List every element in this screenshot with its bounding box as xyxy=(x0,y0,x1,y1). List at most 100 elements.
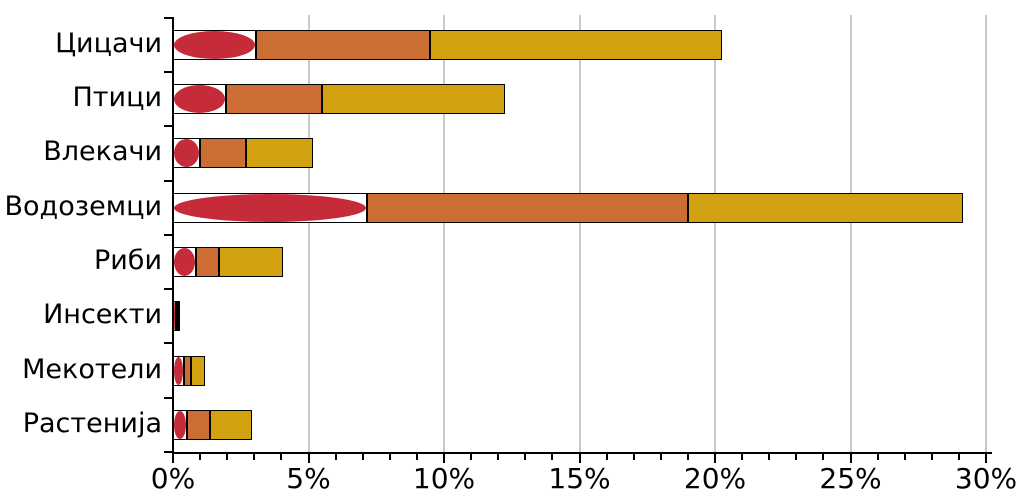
red-ellipse-marker xyxy=(174,139,200,168)
x-axis-minor-tick xyxy=(415,454,418,460)
critically-threatened-red-ellipse xyxy=(173,138,201,169)
x-axis-major-tick xyxy=(307,454,310,463)
x-axis-minor-tick xyxy=(199,454,202,460)
y-axis-tick xyxy=(164,342,172,345)
x-tick-label: 10% xyxy=(412,462,476,495)
category-label: Цицачи xyxy=(55,27,162,59)
x-axis-major-tick xyxy=(985,454,987,463)
y-axis-tick xyxy=(164,396,172,399)
bar-row xyxy=(173,355,206,386)
x-axis-minor-tick xyxy=(226,454,229,460)
critically-threatened-red-ellipse xyxy=(173,409,187,440)
y-axis-tick xyxy=(164,288,172,291)
major-gridline xyxy=(578,15,581,452)
outer-gold-segment xyxy=(322,84,505,115)
x-axis-major-tick xyxy=(714,454,716,463)
x-axis-major-tick xyxy=(578,454,581,463)
x-axis-spine xyxy=(172,452,992,454)
x-tick-label: 5% xyxy=(286,462,331,495)
y-axis-tick xyxy=(164,233,172,236)
x-axis-major-tick xyxy=(172,454,174,463)
critically-threatened-red-ellipse xyxy=(173,301,176,332)
x-axis-minor-tick xyxy=(686,454,689,460)
category-label: Мекотели xyxy=(22,353,162,385)
outer-gold-segment xyxy=(687,192,963,223)
critically-threatened-red-ellipse xyxy=(173,247,197,278)
x-axis-minor-tick xyxy=(280,454,283,460)
y-axis-tick xyxy=(164,16,172,19)
x-axis-minor-tick xyxy=(551,454,554,460)
middle-orange-segment xyxy=(200,138,247,169)
critically-threatened-red-ellipse xyxy=(173,355,184,386)
bar-row xyxy=(173,247,283,278)
x-axis-minor-tick xyxy=(957,454,960,460)
y-axis-tick xyxy=(164,179,172,182)
middle-orange-segment xyxy=(186,409,210,440)
major-gridline xyxy=(714,15,716,452)
x-tick-label: 0% xyxy=(150,462,196,495)
critically-threatened-red-ellipse xyxy=(173,192,367,223)
x-axis-minor-tick xyxy=(741,454,744,460)
x-axis-minor-tick xyxy=(497,454,500,460)
y-axis-tick xyxy=(164,125,172,128)
red-ellipse-marker xyxy=(174,30,255,59)
major-gridline xyxy=(307,15,310,452)
category-label: Риби xyxy=(93,245,162,277)
x-axis-minor-tick xyxy=(795,454,798,460)
category-label: Птици xyxy=(72,82,162,114)
red-ellipse-marker xyxy=(174,193,366,222)
x-axis-minor-tick xyxy=(253,454,256,460)
outer-gold-segment xyxy=(177,301,180,332)
bar-row xyxy=(173,192,963,223)
x-tick-label: 15% xyxy=(548,462,611,495)
outer-gold-segment xyxy=(430,29,722,60)
category-label: Водоземци xyxy=(4,190,163,222)
bar-row xyxy=(173,409,252,440)
red-ellipse-marker xyxy=(174,302,175,331)
y-axis-tick xyxy=(164,451,172,453)
outer-gold-segment xyxy=(190,355,206,386)
x-axis-minor-tick xyxy=(876,454,879,460)
x-tick-label: 20% xyxy=(683,462,747,495)
critically-threatened-red-ellipse xyxy=(173,84,226,115)
x-axis-minor-tick xyxy=(524,454,527,460)
major-gridline xyxy=(849,15,852,452)
major-gridline xyxy=(985,15,987,452)
middle-orange-segment xyxy=(366,192,688,223)
red-ellipse-marker xyxy=(174,85,225,114)
category-label: Инсекти xyxy=(43,299,162,331)
x-axis-minor-tick xyxy=(930,454,933,460)
bar-row xyxy=(173,84,505,115)
outer-gold-segment xyxy=(246,138,313,169)
x-axis-minor-tick xyxy=(822,454,825,460)
red-ellipse-marker xyxy=(174,248,196,277)
x-axis-minor-tick xyxy=(361,454,364,460)
middle-orange-segment xyxy=(175,301,178,332)
x-axis-minor-tick xyxy=(903,454,906,460)
bar-row xyxy=(173,29,722,60)
x-axis-minor-tick xyxy=(659,454,662,460)
x-axis-major-tick xyxy=(443,454,445,463)
x-axis-minor-tick xyxy=(334,454,337,460)
major-gridline xyxy=(443,15,445,452)
red-ellipse-marker xyxy=(174,356,183,385)
middle-orange-segment xyxy=(196,247,220,278)
y-axis-spine xyxy=(172,16,174,453)
x-axis-minor-tick xyxy=(388,454,391,460)
middle-orange-segment xyxy=(225,84,323,115)
critically-threatened-red-ellipse xyxy=(173,29,256,60)
y-axis-tick xyxy=(164,71,172,74)
middle-orange-segment xyxy=(183,355,191,386)
bar-row xyxy=(173,138,313,169)
outer-gold-segment xyxy=(209,409,252,440)
x-tick-label: 25% xyxy=(819,462,882,495)
bar-row xyxy=(173,301,180,332)
x-axis-minor-tick xyxy=(632,454,635,460)
x-axis-minor-tick xyxy=(768,454,771,460)
x-axis-minor-tick xyxy=(605,454,608,460)
x-axis-minor-tick xyxy=(470,454,473,460)
outer-gold-segment xyxy=(219,247,283,278)
category-label: Растенија xyxy=(22,407,162,439)
category-label: Влекачи xyxy=(43,136,162,168)
